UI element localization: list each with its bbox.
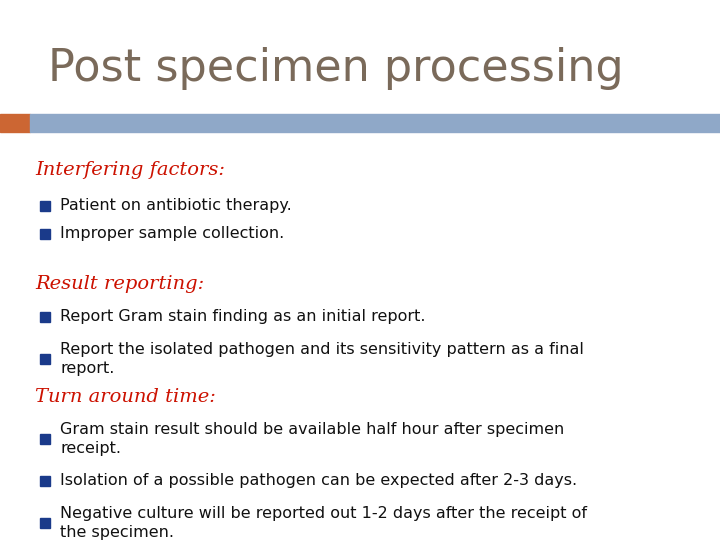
Text: Turn around time:: Turn around time: [35, 388, 216, 406]
Bar [40, 201, 50, 211]
Bar [40, 434, 50, 444]
Bar [40, 312, 50, 322]
Text: Report Gram stain finding as an initial report.: Report Gram stain finding as an initial … [60, 309, 426, 325]
Bar [0, 114, 30, 132]
Bar [40, 518, 50, 528]
Text: Report the isolated pathogen and its sensitivity pattern as a final
report.: Report the isolated pathogen and its sen… [60, 342, 584, 376]
Text: Gram stain result should be available half hour after specimen
receipt.: Gram stain result should be available ha… [60, 422, 564, 456]
Bar [30, 114, 720, 132]
Bar [40, 354, 50, 364]
Text: Negative culture will be reported out 1-2 days after the receipt of
the specimen: Negative culture will be reported out 1-… [60, 506, 587, 540]
Bar [40, 476, 50, 486]
Text: Isolation of a possible pathogen can be expected after 2-3 days.: Isolation of a possible pathogen can be … [60, 474, 577, 489]
Text: Patient on antibiotic therapy.: Patient on antibiotic therapy. [60, 199, 292, 213]
Text: Post specimen processing: Post specimen processing [48, 46, 624, 90]
Text: Result reporting:: Result reporting: [35, 275, 204, 293]
Bar [40, 229, 50, 239]
Text: Interfering factors:: Interfering factors: [35, 161, 225, 179]
Text: Improper sample collection.: Improper sample collection. [60, 226, 284, 241]
